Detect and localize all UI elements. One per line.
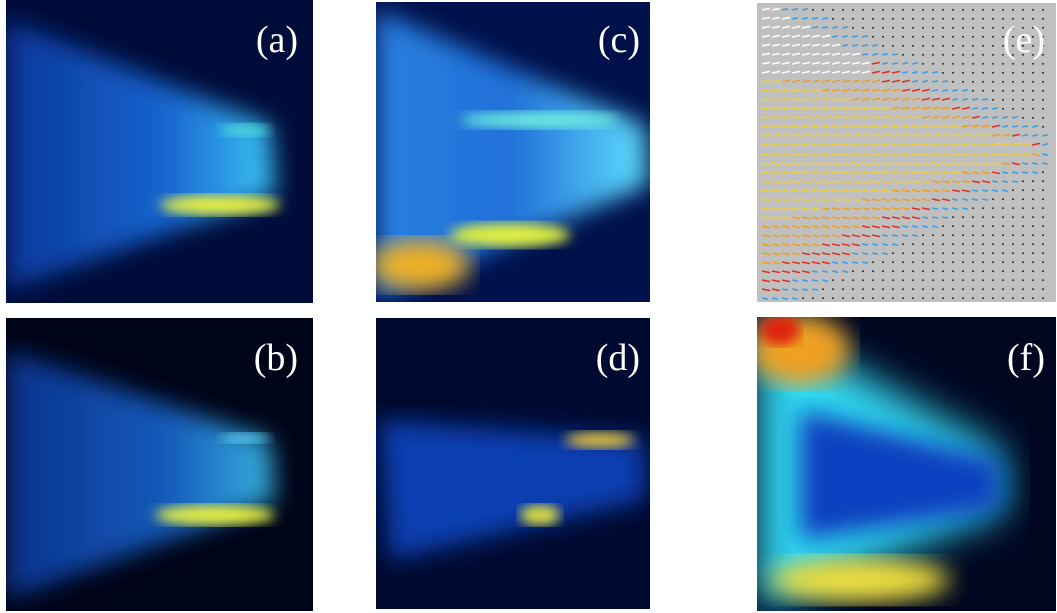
panel-label: (f)	[1007, 337, 1045, 379]
panel-label: (a)	[256, 19, 298, 61]
figure: (a) (b) (c) (d) (e) (f)	[0, 0, 1057, 613]
panel-label: (c)	[598, 19, 640, 61]
panel-label: (e)	[1003, 19, 1045, 61]
panel-label: (d)	[596, 337, 640, 379]
panel-label: (b)	[254, 337, 298, 379]
